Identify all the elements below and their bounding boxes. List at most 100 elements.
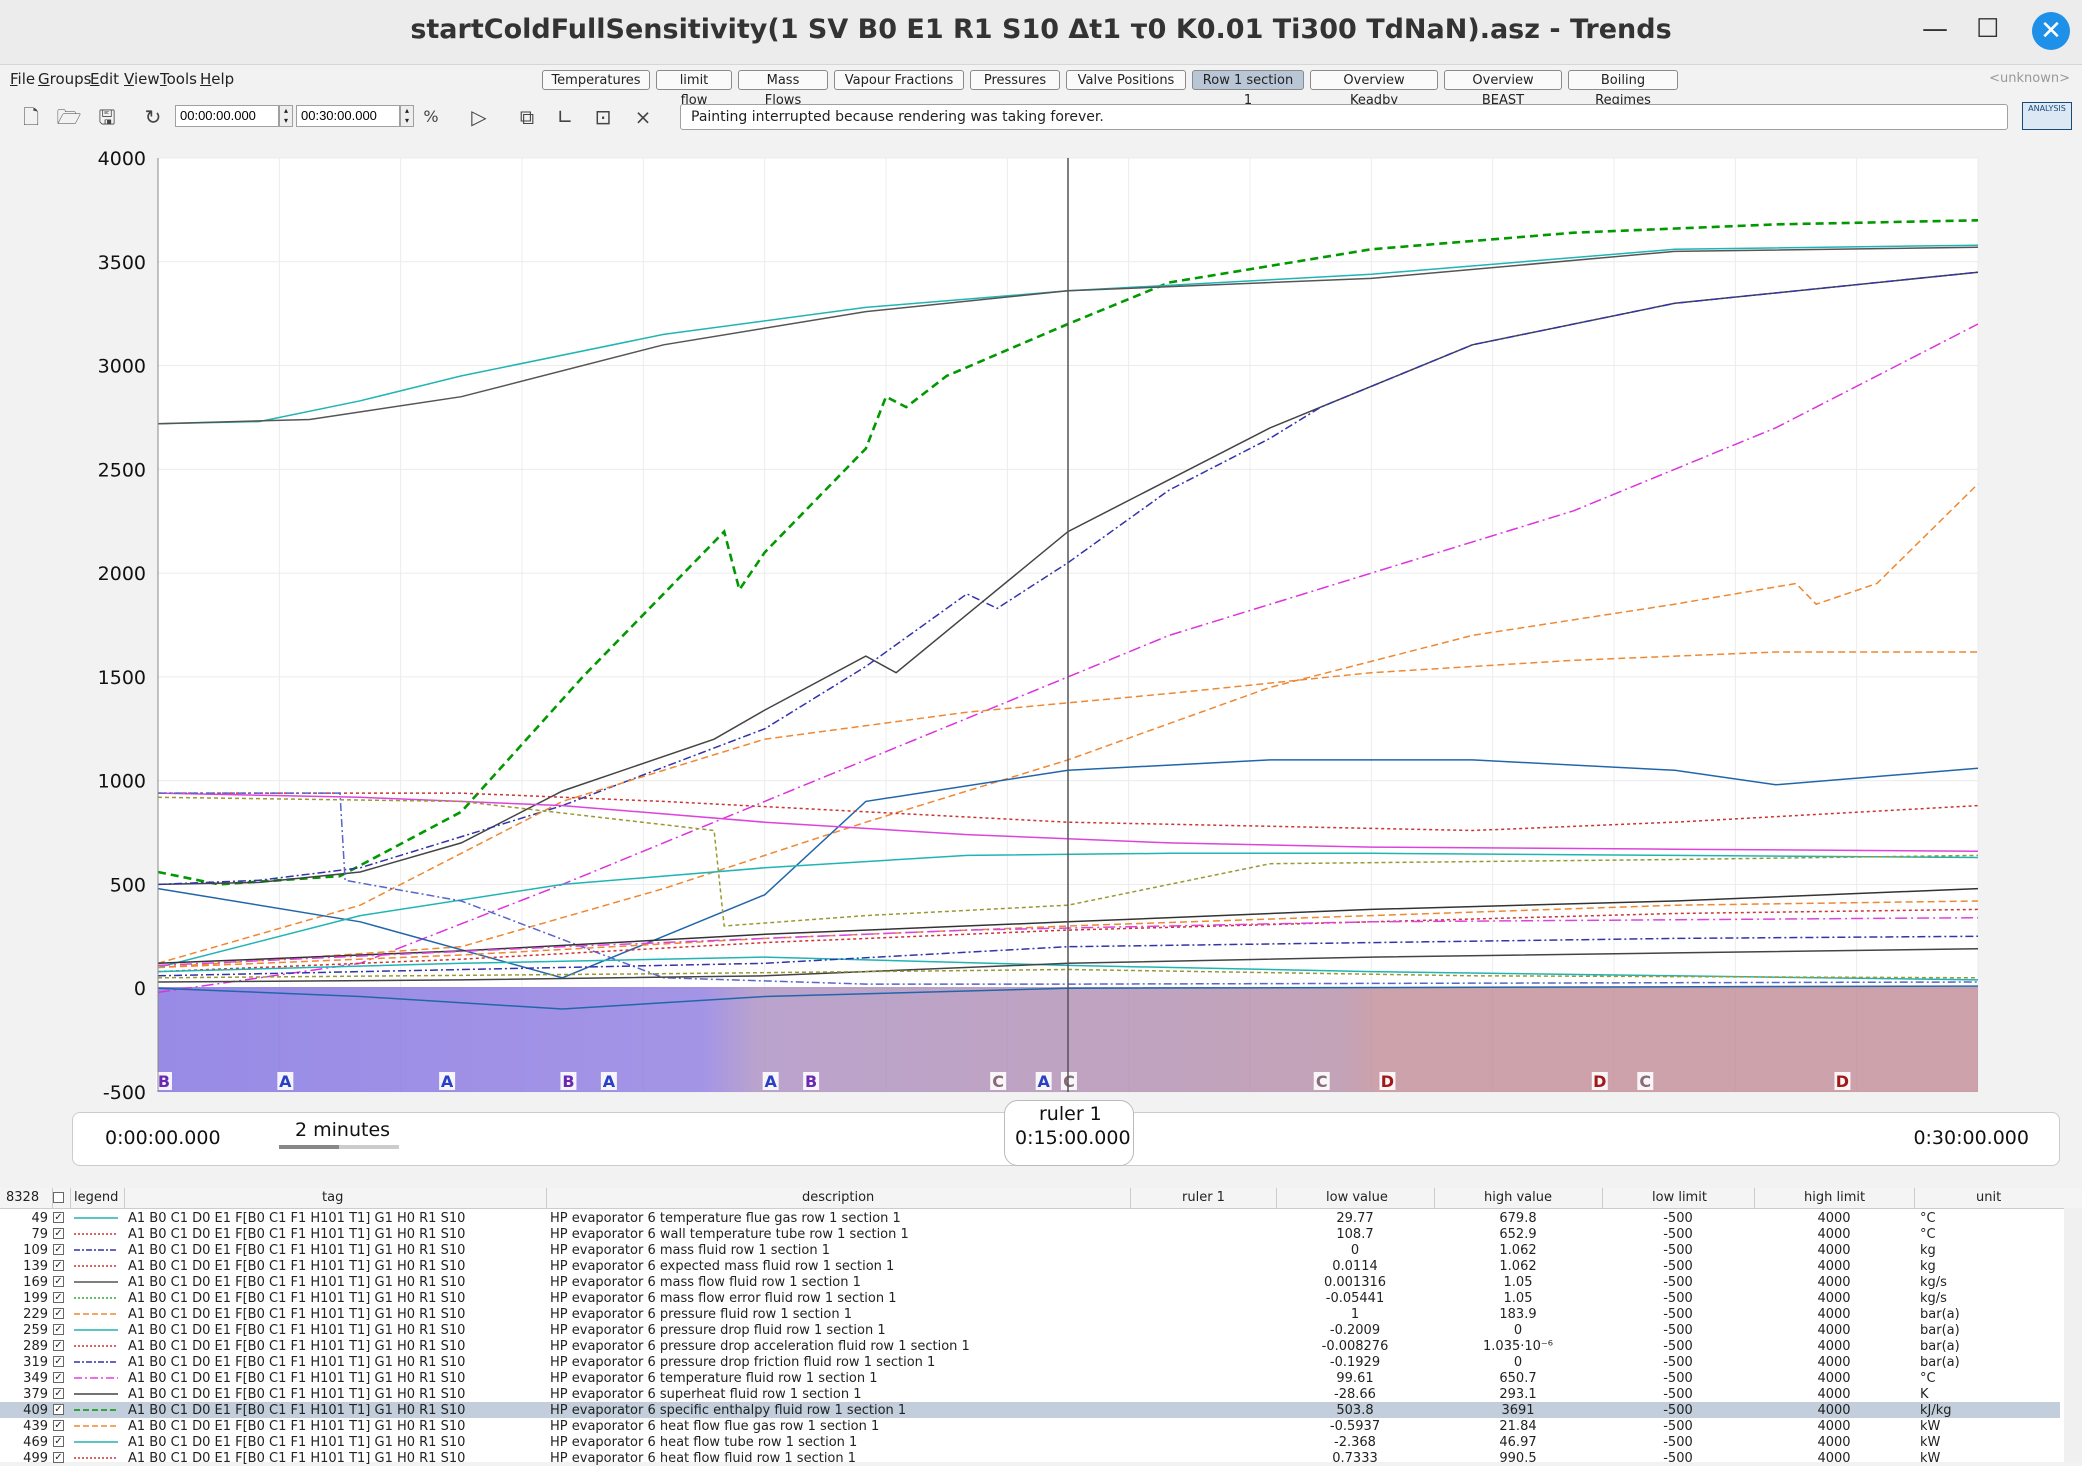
select-all-checkbox[interactable]: [53, 1192, 64, 1203]
table-row[interactable]: 169 ✓ A1 B0 C1 D0 E1 F[B0 C1 F1 H101 T1] G…: [0, 1274, 2060, 1290]
row-visible-checkbox[interactable]: ✓: [53, 1436, 64, 1447]
close-button[interactable]: ✕: [2032, 12, 2070, 50]
trend-plot[interactable]: 4000 3500 3000 2500 2000 1500 1000 500 0 -500 B A A…: [0, 140, 2082, 1104]
series-line-6[interactable]: [157, 483, 1979, 969]
menu-file[interactable]: File: [10, 70, 36, 88]
vertical-scrollbar[interactable]: [2064, 1208, 2082, 1462]
group-tab-overview-keadby[interactable]: Overview Keadby: [1310, 70, 1438, 108]
play-icon[interactable]: ▷: [471, 105, 487, 129]
header-high-limit[interactable]: high limit: [1804, 1190, 1866, 1205]
menu-groups[interactable]: Groups: [38, 70, 92, 88]
row-visible-checkbox[interactable]: ✓: [53, 1244, 64, 1255]
header-unit[interactable]: unit: [1976, 1190, 2002, 1205]
row-visible-checkbox[interactable]: ✓: [53, 1452, 64, 1463]
header-tag[interactable]: tag: [322, 1190, 344, 1205]
end-time-input[interactable]: [296, 105, 400, 127]
axis-icon[interactable]: ∟: [556, 105, 574, 129]
series-line-17[interactable]: [157, 916, 1979, 967]
scale-slider[interactable]: [279, 1145, 399, 1149]
series-line-10[interactable]: [157, 792, 1979, 852]
series-line-5[interactable]: [157, 323, 1979, 994]
table-row[interactable]: 379 ✓ A1 B0 C1 D0 E1 F[B0 C1 F1 H101 T1] G…: [0, 1386, 2060, 1402]
menu-help[interactable]: Help: [200, 70, 235, 88]
table-row[interactable]: 259 ✓ A1 B0 C1 D0 E1 F[B0 C1 F1 H101 T1] G…: [0, 1322, 2060, 1338]
series-line-15[interactable]: [157, 900, 1979, 969]
series-line-7[interactable]: [157, 651, 1978, 965]
table-row[interactable]: 469 ✓ A1 B0 C1 D0 E1 F[B0 C1 F1 H101 T1] G…: [0, 1434, 2060, 1450]
group-tab-pressures[interactable]: Pressures: [970, 70, 1060, 90]
row-visible-checkbox[interactable]: ✓: [53, 1356, 64, 1367]
row-visible-checkbox[interactable]: ✓: [53, 1228, 64, 1239]
table-row[interactable]: 139 ✓ A1 B0 C1 D0 E1 F[B0 C1 F1 H101 T1] G…: [0, 1258, 2060, 1274]
table-row[interactable]: 409 ✓ A1 B0 C1 D0 E1 F[B0 C1 F1 H101 T1] G…: [0, 1402, 2060, 1418]
save-icon[interactable]: 🖫: [98, 105, 116, 129]
group-tab-boiling-regimes[interactable]: Boiling Regimes: [1568, 70, 1678, 108]
table-row[interactable]: 289 ✓ A1 B0 C1 D0 E1 F[B0 C1 F1 H101 T1] G…: [0, 1338, 2060, 1354]
group-tab-valve-positions[interactable]: Valve Positions: [1066, 70, 1186, 90]
signal-table[interactable]: 8328 legend tag description ruler 1 low …: [0, 1188, 2082, 1466]
group-tab-overview-beast[interactable]: Overview BEAST: [1444, 70, 1562, 108]
row-visible-checkbox[interactable]: ✓: [53, 1340, 64, 1351]
header-legend[interactable]: legend: [74, 1190, 119, 1205]
row-high-value: 183.9: [1499, 1307, 1537, 1322]
row-tag: A1 B0 C1 D0 E1 F[B0 C1 F1 H101 T1] G1 H0…: [128, 1291, 466, 1306]
group-tab-row-1-section-1[interactable]: Row 1 section 1: [1192, 70, 1304, 108]
minimize-button[interactable]: —: [1922, 14, 1948, 44]
new-file-icon[interactable]: 🗋: [22, 105, 40, 129]
row-visible-checkbox[interactable]: ✓: [53, 1212, 64, 1223]
table-row[interactable]: 349 ✓ A1 B0 C1 D0 E1 F[B0 C1 F1 H101 T1] G…: [0, 1370, 2060, 1386]
ruler-1-badge[interactable]: ruler 1 0:15:00.000: [1004, 1100, 1134, 1166]
series-line-4[interactable]: [157, 271, 1979, 886]
group-tab-limit-flow[interactable]: limit flow: [656, 70, 732, 108]
header-low-value[interactable]: low value: [1326, 1190, 1388, 1205]
series-line-21[interactable]: [157, 985, 1979, 1010]
header-description[interactable]: description: [802, 1190, 875, 1205]
scale-slider-fill: [279, 1145, 339, 1149]
table-row[interactable]: 49 ✓ A1 B0 C1 D0 E1 F[B0 C1 F1 H101 T1] G1…: [0, 1210, 2060, 1226]
group-tab-mass-flows[interactable]: Mass Flows: [738, 70, 828, 108]
row-visible-checkbox[interactable]: ✓: [53, 1260, 64, 1271]
series-line-0[interactable]: [157, 219, 1979, 886]
header-low-limit[interactable]: low limit: [1652, 1190, 1707, 1205]
header-ruler[interactable]: ruler 1: [1182, 1190, 1225, 1205]
series-line-2[interactable]: [157, 246, 1979, 425]
y-clear-icon[interactable]: ⨯: [634, 105, 652, 129]
row-visible-checkbox[interactable]: ✓: [53, 1308, 64, 1319]
series-line-1[interactable]: [157, 244, 1979, 425]
header-high-value[interactable]: high value: [1484, 1190, 1552, 1205]
table-row[interactable]: 109 ✓ A1 B0 C1 D0 E1 F[B0 C1 F1 H101 T1] G…: [0, 1242, 2060, 1258]
table-row[interactable]: 79 ✓ A1 B0 C1 D0 E1 F[B0 C1 F1 H101 T1] G1…: [0, 1226, 2060, 1242]
end-time-spinner[interactable]: ▴ ▾: [400, 105, 414, 127]
row-visible-checkbox[interactable]: ✓: [53, 1404, 64, 1415]
start-time-input[interactable]: [175, 105, 279, 127]
start-time-spinner[interactable]: ▴ ▾: [279, 105, 293, 127]
row-visible-checkbox[interactable]: ✓: [53, 1324, 64, 1335]
table-row[interactable]: 499 ✓ A1 B0 C1 D0 E1 F[B0 C1 F1 H101 T1] G…: [0, 1450, 2060, 1466]
menu-view[interactable]: View: [124, 70, 160, 88]
series-line-12[interactable]: [158, 792, 1979, 985]
group-tab-vapour-fractions[interactable]: Vapour Fractions: [834, 70, 964, 90]
layers-icon[interactable]: ⧉: [519, 105, 535, 129]
table-row[interactable]: 319 ✓ A1 B0 C1 D0 E1 F[B0 C1 F1 H101 T1] G…: [0, 1354, 2060, 1370]
row-high-limit: 4000: [1817, 1307, 1851, 1322]
series-line-19[interactable]: [157, 935, 1979, 977]
percent-button[interactable]: %: [423, 107, 439, 126]
zoom-box-icon[interactable]: ⊡: [594, 105, 612, 129]
table-row[interactable]: 439 ✓ A1 B0 C1 D0 E1 F[B0 C1 F1 H101 T1] G…: [0, 1418, 2060, 1434]
row-visible-checkbox[interactable]: ✓: [53, 1276, 64, 1287]
series-line-13[interactable]: [157, 796, 1979, 927]
table-row[interactable]: 199 ✓ A1 B0 C1 D0 E1 F[B0 C1 F1 H101 T1] G…: [0, 1290, 2060, 1306]
open-folder-icon[interactable]: 🗁: [56, 105, 82, 129]
menu-edit[interactable]: Edit: [90, 70, 120, 88]
menu-tools[interactable]: Tools: [160, 70, 197, 88]
row-visible-checkbox[interactable]: ✓: [53, 1420, 64, 1431]
group-tab-temperatures[interactable]: Temperatures: [542, 70, 650, 90]
row-visible-checkbox[interactable]: ✓: [53, 1292, 64, 1303]
trend-chart[interactable]: 4000 3500 3000 2500 2000 1500 1000 500 0 -500 B A A…: [0, 140, 2082, 1104]
series-line-11[interactable]: [157, 852, 1979, 969]
row-visible-checkbox[interactable]: ✓: [53, 1372, 64, 1383]
row-visible-checkbox[interactable]: ✓: [53, 1388, 64, 1399]
table-row[interactable]: 229 ✓ A1 B0 C1 D0 E1 F[B0 C1 F1 H101 T1] G…: [0, 1306, 2060, 1322]
refresh-icon[interactable]: ↻: [144, 105, 162, 129]
maximize-button[interactable]: ☐: [1976, 14, 2000, 44]
